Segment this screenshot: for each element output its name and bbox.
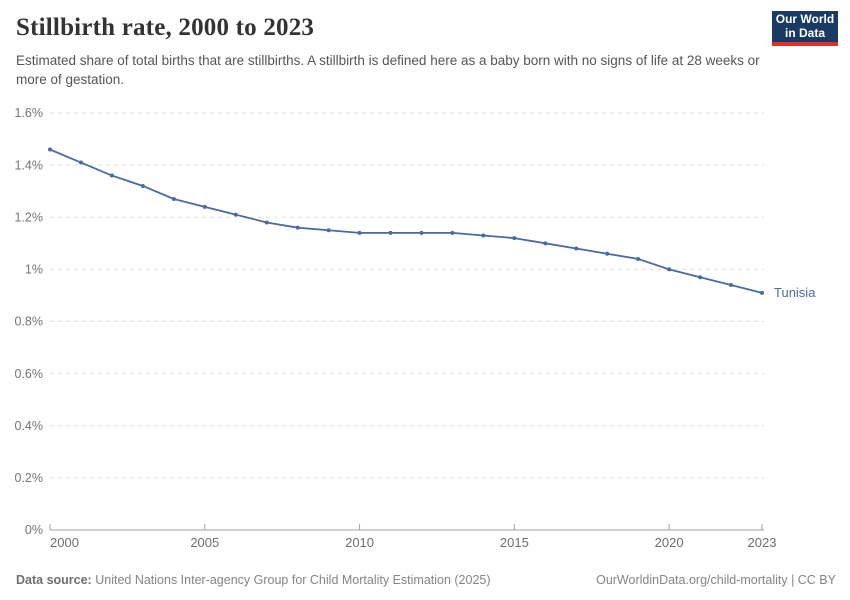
page-title: Stillbirth rate, 2000 to 2023 [16, 14, 315, 41]
data-point[interactable] [171, 197, 176, 202]
series-end-label[interactable]: Tunisia [774, 285, 816, 300]
data-point[interactable] [78, 160, 83, 165]
data-point[interactable] [450, 230, 455, 235]
data-point[interactable] [481, 233, 486, 238]
y-axis-tick-label: 1% [25, 263, 43, 277]
y-axis-tick-label: 1.4% [15, 158, 44, 172]
owid-logo-line1: Our World [775, 12, 835, 26]
data-point[interactable] [326, 228, 331, 233]
y-axis-tick-label: 1.2% [15, 210, 44, 224]
y-axis-tick-label: 0% [25, 523, 43, 537]
data-point[interactable] [543, 241, 548, 246]
data-point[interactable] [48, 147, 52, 152]
data-point[interactable] [512, 236, 517, 241]
data-series-line[interactable] [49, 148, 763, 294]
data-point[interactable] [729, 283, 734, 288]
data-point[interactable] [264, 220, 269, 225]
x-axis-tick-label: 2015 [500, 535, 529, 550]
y-axis-tick-label: 0.6% [15, 367, 44, 381]
data-point[interactable] [667, 267, 672, 272]
chart-footer: Data source: United Nations Inter-agency… [16, 573, 836, 587]
owid-logo-accent-bar [772, 42, 838, 46]
data-source-label: Data source: [16, 573, 92, 587]
data-point[interactable] [109, 173, 114, 178]
footer-link[interactable]: OurWorldinData.org/child-mortality | CC … [596, 573, 836, 587]
data-source: Data source: United Nations Inter-agency… [16, 573, 491, 587]
data-point[interactable] [295, 225, 300, 230]
x-axis-tick-label: 2020 [655, 535, 684, 550]
data-point[interactable] [357, 230, 362, 235]
data-point[interactable] [388, 230, 393, 235]
x-axis-tick-label: 2023 [748, 535, 777, 550]
x-axis-tick-label: 2005 [190, 535, 219, 550]
data-point[interactable] [233, 212, 238, 217]
x-axis-tick-label: 2010 [345, 535, 374, 550]
x-axis-tick-label: 2000 [50, 535, 79, 550]
owid-logo-line2: in Data [784, 25, 825, 40]
data-point[interactable] [760, 290, 764, 295]
data-point[interactable] [698, 275, 703, 280]
line-chart[interactable]: 0% 0.2% 0.4% 0.6% 0.8% 1% 1.2% 1.4% 1.6% 2000 2005… [0, 95, 850, 570]
data-point[interactable] [605, 251, 610, 256]
y-axis-tick-label: 0.8% [15, 315, 44, 329]
y-axis-tick-label: 1.6% [15, 106, 44, 120]
data-point[interactable] [419, 230, 424, 235]
data-point[interactable] [140, 183, 145, 188]
y-axis-tick-label: 0.4% [15, 419, 44, 433]
y-axis-tick-label: 0.2% [15, 471, 44, 485]
data-source-text: United Nations Inter-agency Group for Ch… [95, 573, 491, 587]
data-point[interactable] [636, 256, 641, 261]
data-point[interactable] [202, 204, 207, 209]
chart-subtitle: Estimated share of total births that are… [16, 53, 760, 87]
data-point[interactable] [574, 246, 579, 251]
owid-logo[interactable]: Our World in Data [772, 11, 838, 46]
